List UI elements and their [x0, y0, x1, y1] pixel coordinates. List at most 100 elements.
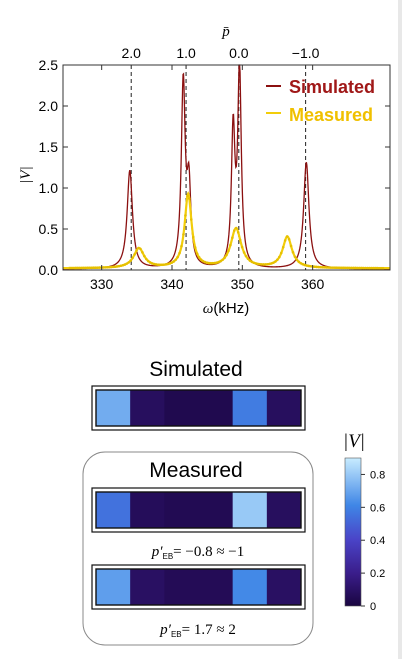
colorbar-label: |V|	[343, 431, 365, 452]
heatmap-cell	[198, 390, 234, 426]
measured-point	[240, 245, 244, 249]
measured-point	[180, 244, 183, 248]
measured-point	[123, 263, 127, 266]
measured-point	[113, 265, 117, 268]
measured-point	[70, 266, 74, 270]
measured-point	[74, 266, 78, 270]
measured-point	[217, 260, 220, 264]
measured-point	[125, 262, 129, 265]
measured-point	[279, 251, 283, 255]
measured-point	[115, 265, 119, 268]
measured-point	[278, 255, 281, 259]
measured-point	[184, 214, 187, 217]
heatmap-row: p′EB= 1.7 ≈ 2	[91, 564, 306, 639]
top-tick-label: 1.0	[176, 45, 196, 61]
measured-point	[207, 261, 211, 265]
heatmap-cell	[130, 569, 165, 605]
measured-point	[137, 246, 140, 250]
colorbar-tick-label: 0	[370, 601, 376, 613]
measured-point	[309, 264, 312, 268]
y-tick-label: 1.5	[39, 139, 59, 155]
measured-point	[150, 262, 154, 265]
measured-point	[105, 265, 109, 269]
measured-point	[283, 239, 287, 242]
measured-point	[80, 266, 84, 270]
heatmap-row: p′EB= −0.8 ≈ −1	[91, 487, 306, 561]
measured-point	[260, 263, 264, 266]
measured-point	[252, 261, 256, 265]
legend-label-simulated: Simulated	[289, 77, 375, 97]
measured-point	[176, 255, 179, 259]
measured-point	[164, 263, 168, 266]
measured-point	[281, 245, 285, 249]
heatmap-cell	[198, 569, 234, 605]
measured-point	[119, 264, 123, 268]
measured-point	[246, 257, 250, 261]
measured-curve	[63, 191, 391, 270]
measured-point	[336, 266, 340, 270]
measured-point	[276, 258, 279, 262]
measured-point	[313, 265, 316, 269]
top-tick-label: 2.0	[121, 45, 141, 61]
measured-point	[377, 266, 381, 270]
measured-point	[274, 260, 277, 263]
measured-point	[348, 266, 352, 270]
measured-point	[168, 262, 172, 265]
measured-point	[236, 231, 240, 234]
measured-point	[369, 266, 373, 270]
heatmap-cell	[164, 390, 199, 426]
measured-point	[129, 259, 132, 262]
x-tick-label: 350	[231, 276, 255, 292]
heatmap-cell	[130, 390, 165, 426]
measured-point	[146, 259, 150, 263]
measured-point	[86, 266, 89, 270]
heatmap-cell	[232, 390, 268, 426]
measured-point	[203, 260, 207, 264]
measured-point	[78, 266, 82, 270]
y-tick-label: 0.0	[39, 262, 59, 278]
measured-point	[166, 262, 170, 266]
measured-title: Measured	[149, 459, 242, 482]
measured-point	[338, 266, 342, 270]
measured-point	[211, 261, 215, 265]
measured-point	[139, 247, 142, 251]
y-ticks: 0.0 0.5 1.0 1.5 2.0 2.5	[39, 57, 390, 278]
top-axis-label: p̄	[221, 24, 230, 40]
measured-point	[174, 258, 177, 262]
measured-point	[352, 266, 355, 270]
measured-point	[72, 266, 76, 270]
heatmap-row-border	[95, 491, 302, 529]
measured-point	[305, 264, 308, 267]
measured-point	[344, 266, 348, 270]
measured-point	[297, 260, 301, 264]
measured-point	[68, 266, 72, 270]
heatmap-cell	[266, 492, 302, 528]
measured-point	[193, 246, 197, 249]
measured-point	[322, 266, 326, 269]
y-axis-label: |V|	[18, 166, 34, 183]
heatmap-row-frame	[91, 385, 306, 431]
measured-point	[364, 266, 367, 270]
measured-point	[219, 259, 222, 263]
heatmap-cell	[96, 569, 131, 605]
measured-point	[234, 226, 238, 230]
measured-point	[319, 265, 322, 269]
measured-point	[205, 261, 209, 265]
measured-point	[258, 262, 262, 266]
x-axis-symbol: ω	[203, 301, 214, 317]
caption-value: = −0.8 ≈ −1	[173, 544, 244, 560]
measured-point	[188, 197, 191, 200]
caption-subscript: EB	[171, 630, 182, 639]
measured-point	[133, 253, 136, 256]
page-edge	[398, 0, 402, 659]
x-tick-label: 360	[301, 276, 325, 292]
measured-point	[346, 266, 350, 270]
measured-point	[152, 262, 156, 266]
measured-point	[332, 266, 336, 269]
measured-point	[215, 261, 219, 264]
measured-point	[360, 266, 363, 270]
measured-point	[209, 261, 213, 265]
measured-point	[301, 262, 305, 266]
measured-point	[127, 261, 131, 264]
measured-point	[233, 229, 236, 232]
